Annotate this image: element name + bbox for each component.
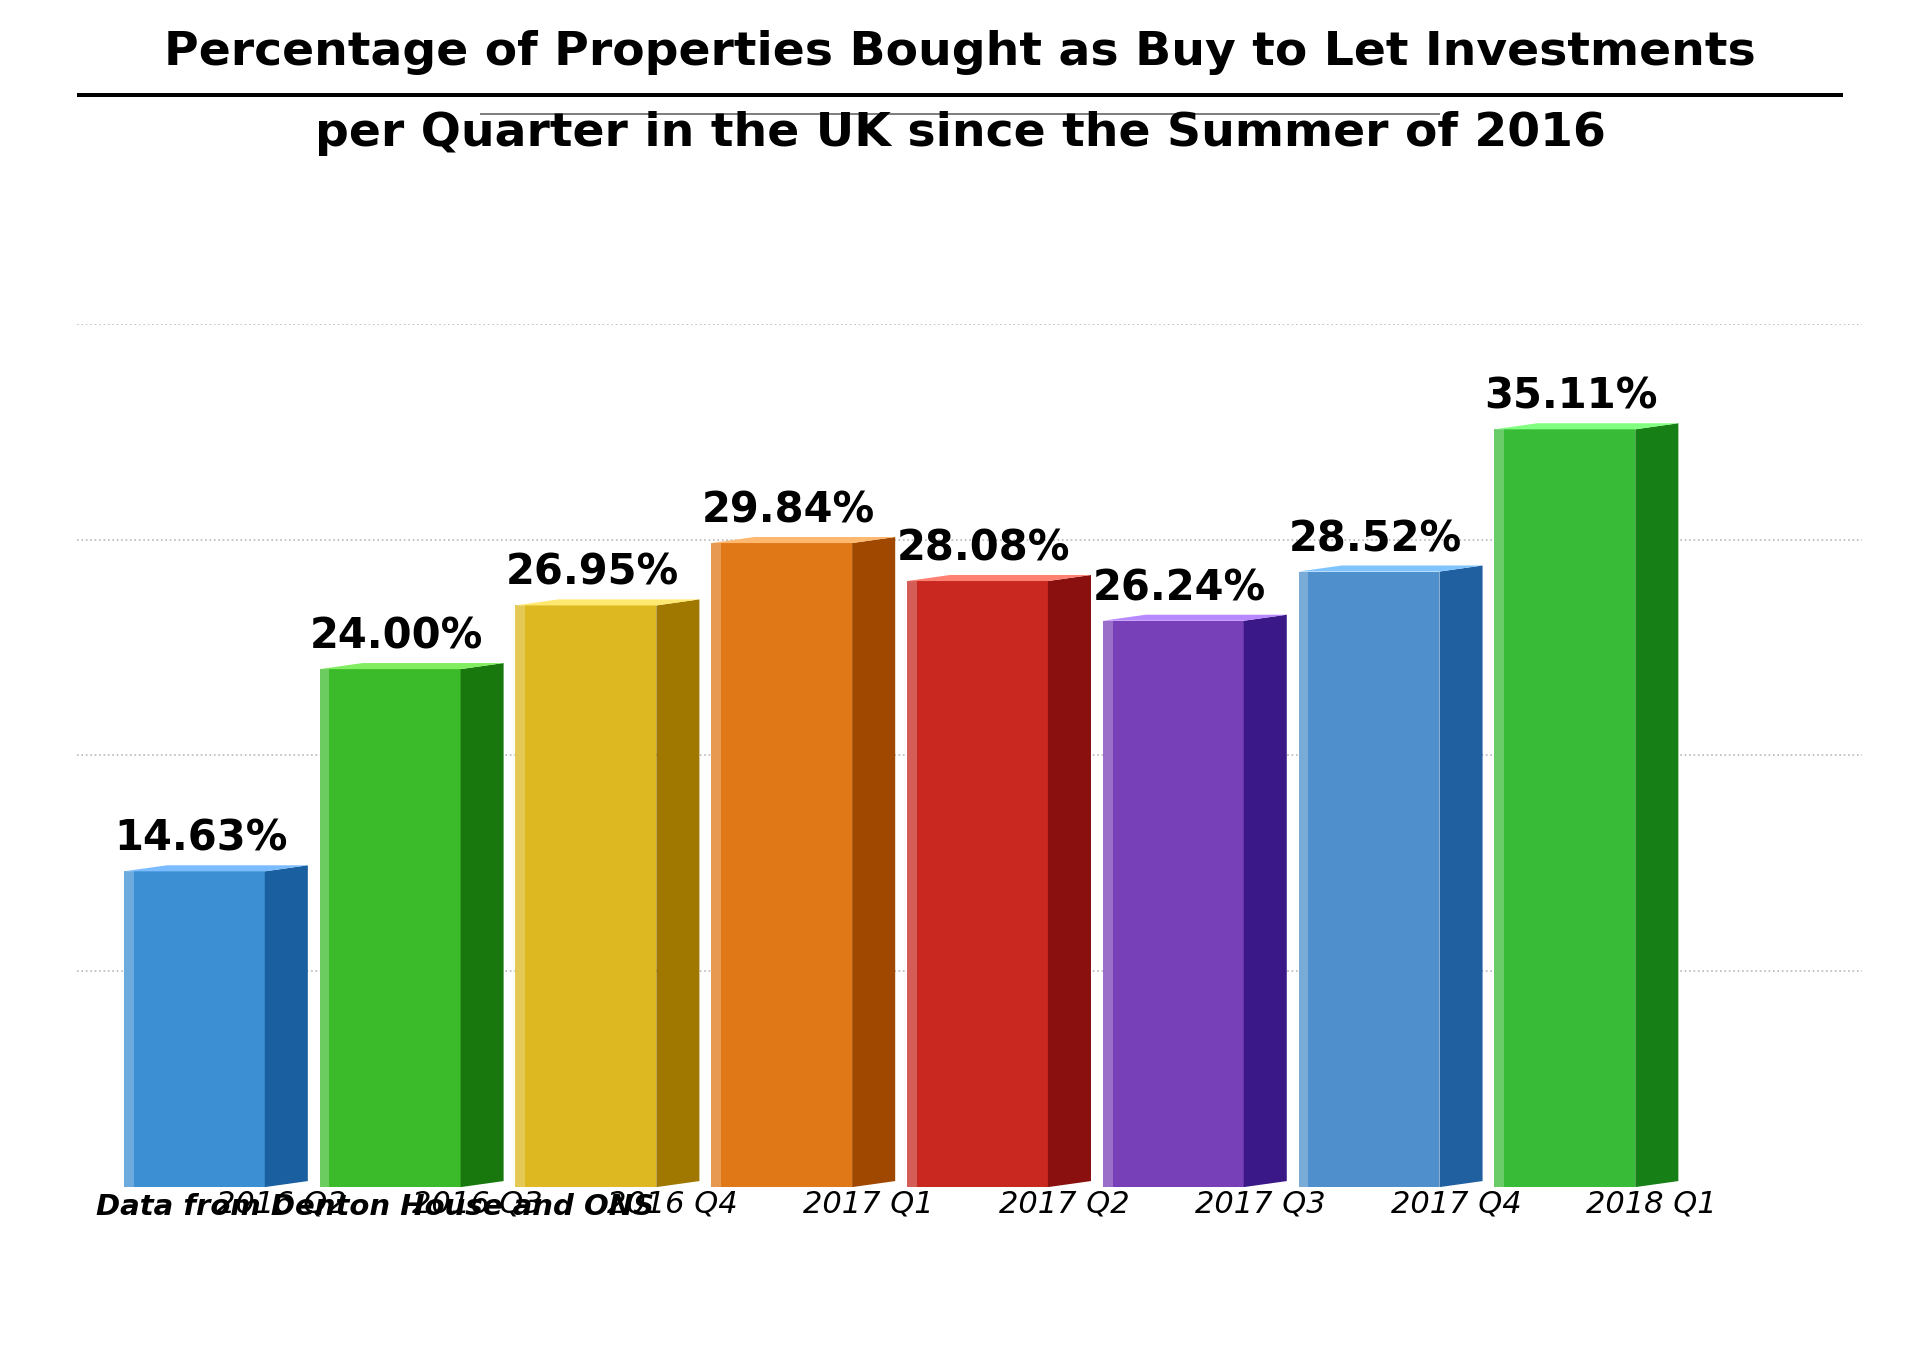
- Text: 35.11%: 35.11%: [1484, 376, 1659, 418]
- Polygon shape: [657, 599, 699, 1187]
- Polygon shape: [515, 599, 699, 606]
- Text: 24.00%: 24.00%: [309, 615, 484, 658]
- Polygon shape: [1494, 429, 1503, 1187]
- Polygon shape: [1494, 429, 1636, 1187]
- Text: 28.52%: 28.52%: [1288, 518, 1461, 560]
- Text: 2016 Q4: 2016 Q4: [607, 1190, 737, 1218]
- Polygon shape: [710, 544, 852, 1187]
- Text: Percentage of Properties Bought as Buy to Let Investments: Percentage of Properties Bought as Buy t…: [163, 30, 1757, 74]
- Polygon shape: [1298, 565, 1482, 572]
- Polygon shape: [906, 581, 918, 1187]
- Polygon shape: [1298, 572, 1440, 1187]
- Text: 2017 Q1: 2017 Q1: [803, 1190, 933, 1218]
- Polygon shape: [319, 669, 330, 1187]
- Polygon shape: [1636, 424, 1678, 1187]
- Polygon shape: [1102, 621, 1112, 1187]
- Text: 2018 Q1: 2018 Q1: [1586, 1190, 1716, 1218]
- Polygon shape: [1102, 621, 1244, 1187]
- Polygon shape: [461, 664, 503, 1187]
- Polygon shape: [1494, 424, 1678, 429]
- Text: 28.08%: 28.08%: [897, 527, 1071, 569]
- Polygon shape: [123, 871, 265, 1187]
- Text: 2017 Q3: 2017 Q3: [1194, 1190, 1325, 1218]
- Polygon shape: [710, 544, 722, 1187]
- Polygon shape: [1440, 565, 1482, 1187]
- Text: 26.95%: 26.95%: [505, 552, 680, 594]
- Text: 2017 Q4: 2017 Q4: [1390, 1190, 1521, 1218]
- Polygon shape: [1048, 575, 1091, 1187]
- Text: 2016 Q3: 2016 Q3: [411, 1190, 541, 1218]
- Text: 2017 Q2: 2017 Q2: [998, 1190, 1129, 1218]
- Text: 2016 Q2: 2016 Q2: [215, 1190, 346, 1218]
- Polygon shape: [515, 606, 526, 1187]
- Text: 14.63%: 14.63%: [113, 817, 288, 859]
- Polygon shape: [319, 664, 503, 669]
- Polygon shape: [852, 537, 895, 1187]
- Polygon shape: [1102, 615, 1286, 621]
- Polygon shape: [319, 669, 461, 1187]
- Polygon shape: [123, 865, 307, 871]
- Polygon shape: [1298, 572, 1308, 1187]
- Polygon shape: [265, 865, 307, 1187]
- Text: 26.24%: 26.24%: [1092, 568, 1265, 610]
- Text: Data from Denton House and ONS: Data from Denton House and ONS: [96, 1193, 655, 1221]
- Polygon shape: [123, 871, 134, 1187]
- Polygon shape: [710, 537, 895, 544]
- Polygon shape: [906, 575, 1091, 581]
- Polygon shape: [515, 606, 657, 1187]
- Text: 29.84%: 29.84%: [701, 490, 876, 532]
- Polygon shape: [1244, 615, 1286, 1187]
- Text: per Quarter in the UK since the Summer of 2016: per Quarter in the UK since the Summer o…: [315, 111, 1605, 155]
- Polygon shape: [906, 581, 1048, 1187]
